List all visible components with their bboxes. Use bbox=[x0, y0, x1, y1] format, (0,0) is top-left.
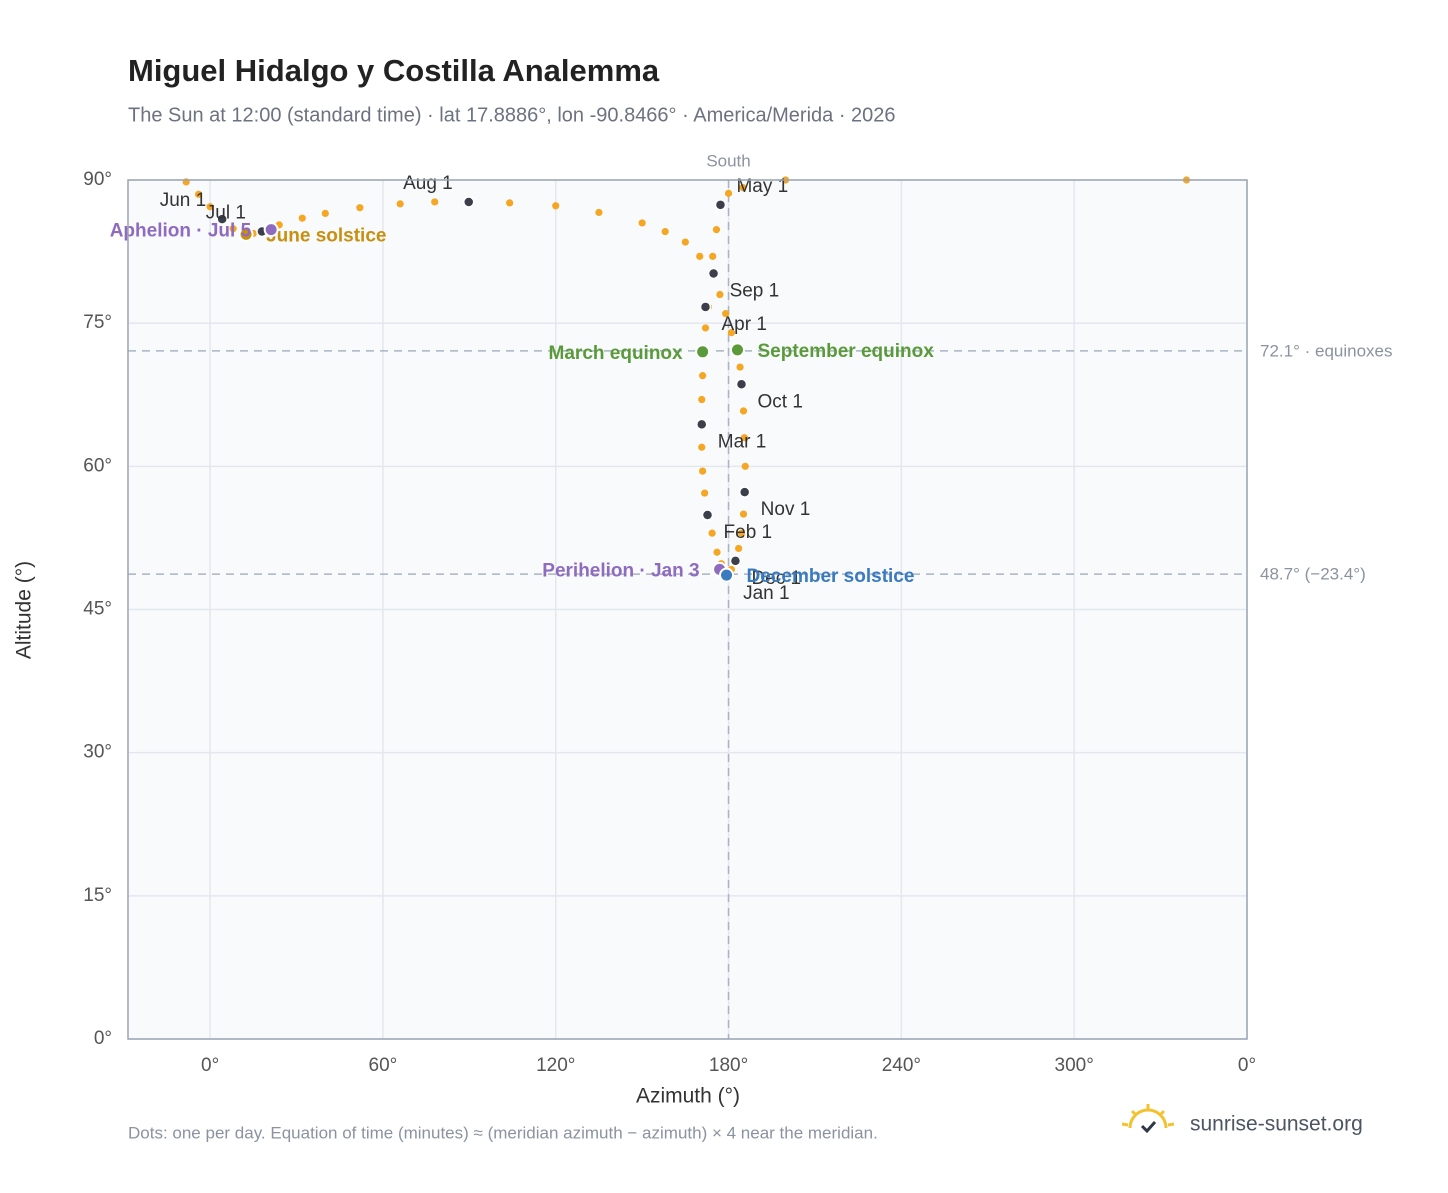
y-tick-label: 60° bbox=[83, 455, 112, 476]
day-dot bbox=[681, 238, 689, 246]
x-tick-label: 0° bbox=[201, 1055, 219, 1076]
day-dot bbox=[356, 204, 364, 212]
logo-icon bbox=[1121, 1104, 1175, 1134]
month-label: Dec 1 bbox=[751, 568, 801, 589]
x-tick-label: 60° bbox=[369, 1055, 398, 1076]
month-dot bbox=[701, 509, 714, 521]
day-dot bbox=[741, 462, 749, 470]
event-dot bbox=[238, 226, 254, 242]
day-dot bbox=[431, 198, 439, 206]
event-dot bbox=[695, 344, 711, 360]
plot-border bbox=[127, 179, 1248, 1040]
day-dot bbox=[696, 252, 704, 260]
day-dot bbox=[740, 434, 748, 442]
month-dot bbox=[216, 213, 228, 225]
event-dot bbox=[263, 222, 279, 238]
x-tick-label: 180° bbox=[709, 1055, 748, 1076]
day-dot bbox=[709, 252, 717, 260]
day-dot bbox=[638, 219, 646, 227]
x-tick-label: 120° bbox=[536, 1055, 575, 1076]
chart-subtitle: The Sun at 12:00 (standard time) · lat 1… bbox=[128, 104, 896, 126]
day-dot bbox=[298, 214, 306, 222]
y-tick-label: 75° bbox=[83, 312, 112, 333]
day-dot bbox=[722, 310, 730, 318]
y-axis-label: Altitude (°) bbox=[13, 561, 36, 659]
day-dot bbox=[506, 199, 514, 207]
event-label: September equinox bbox=[757, 341, 934, 362]
footnote: Dots: one per day. Equation of time (min… bbox=[128, 1123, 878, 1142]
month-dot bbox=[729, 555, 742, 567]
month-label: Jul 1 bbox=[206, 203, 246, 224]
y-tick-label: 0° bbox=[94, 1028, 112, 1049]
brand: sunrise-sunset.org bbox=[1190, 1113, 1363, 1136]
month-label: Jun 1 bbox=[160, 190, 206, 211]
day-dot bbox=[727, 329, 736, 337]
reference-label: 72.1° · equinoxes bbox=[1260, 341, 1393, 360]
day-dot bbox=[708, 529, 716, 537]
y-tick-label: 45° bbox=[83, 599, 112, 620]
event-label: Perihelion · Jan 3 bbox=[542, 560, 699, 581]
y-tick-label: 30° bbox=[83, 742, 112, 763]
day-dot bbox=[661, 227, 669, 236]
day-dot bbox=[396, 200, 404, 208]
event-label: June solstice bbox=[266, 225, 386, 246]
day-dot bbox=[739, 407, 748, 415]
x-tick-label: 300° bbox=[1055, 1055, 1094, 1076]
month-label: Apr 1 bbox=[722, 314, 767, 335]
month-dot bbox=[462, 196, 475, 208]
day-dot bbox=[698, 395, 706, 404]
y-tick-label: 90° bbox=[83, 169, 112, 190]
day-dot bbox=[724, 189, 733, 197]
month-label: Sep 1 bbox=[730, 281, 780, 302]
event-label: December solstice bbox=[747, 566, 915, 587]
month-dot bbox=[735, 378, 748, 391]
x-tick-label: 0° bbox=[1238, 1055, 1256, 1076]
day-dot bbox=[321, 209, 329, 218]
event-dot bbox=[729, 342, 745, 358]
event-label: Aphelion · Jul 5 bbox=[110, 221, 252, 242]
day-dot bbox=[713, 548, 721, 556]
day-dot bbox=[229, 225, 237, 233]
day-dot bbox=[739, 510, 748, 518]
y-tick-label: 15° bbox=[83, 885, 112, 906]
month-dot bbox=[699, 301, 712, 313]
month-label: Feb 1 bbox=[724, 522, 773, 543]
day-dot bbox=[699, 467, 707, 475]
day-dot bbox=[735, 544, 743, 553]
month-label: May 1 bbox=[736, 176, 788, 197]
day-dot bbox=[737, 529, 746, 537]
reference-label: 48.7° (−23.4°) bbox=[1260, 565, 1366, 584]
chart-title: Miguel Hidalgo y Costilla Analemma bbox=[128, 53, 660, 88]
month-label: Jan 1 bbox=[743, 583, 789, 604]
month-dot bbox=[696, 418, 708, 431]
month-label: Mar 1 bbox=[718, 431, 767, 452]
day-dot bbox=[712, 226, 721, 234]
day-dot bbox=[595, 208, 603, 217]
day-dot bbox=[739, 184, 747, 192]
month-dot bbox=[738, 486, 751, 498]
day-dot bbox=[716, 290, 724, 299]
month-label: Nov 1 bbox=[761, 499, 811, 520]
day-dot bbox=[701, 489, 709, 497]
day-dot bbox=[698, 443, 706, 451]
day-dot bbox=[699, 372, 707, 380]
month-label: Aug 1 bbox=[403, 173, 453, 194]
day-dot bbox=[552, 202, 560, 210]
day-dot bbox=[701, 324, 710, 332]
month-dot bbox=[707, 267, 720, 280]
month-dot bbox=[714, 199, 727, 211]
day-dot bbox=[206, 203, 214, 211]
month-label: Oct 1 bbox=[758, 391, 803, 412]
day-dot bbox=[194, 190, 203, 198]
day-dot bbox=[736, 363, 744, 371]
meridian-label: South bbox=[706, 151, 750, 170]
event-label: March equinox bbox=[549, 343, 684, 364]
event-dot bbox=[719, 567, 735, 583]
x-tick-label: 240° bbox=[882, 1055, 921, 1076]
x-axis-label: Azimuth (°) bbox=[636, 1085, 740, 1108]
